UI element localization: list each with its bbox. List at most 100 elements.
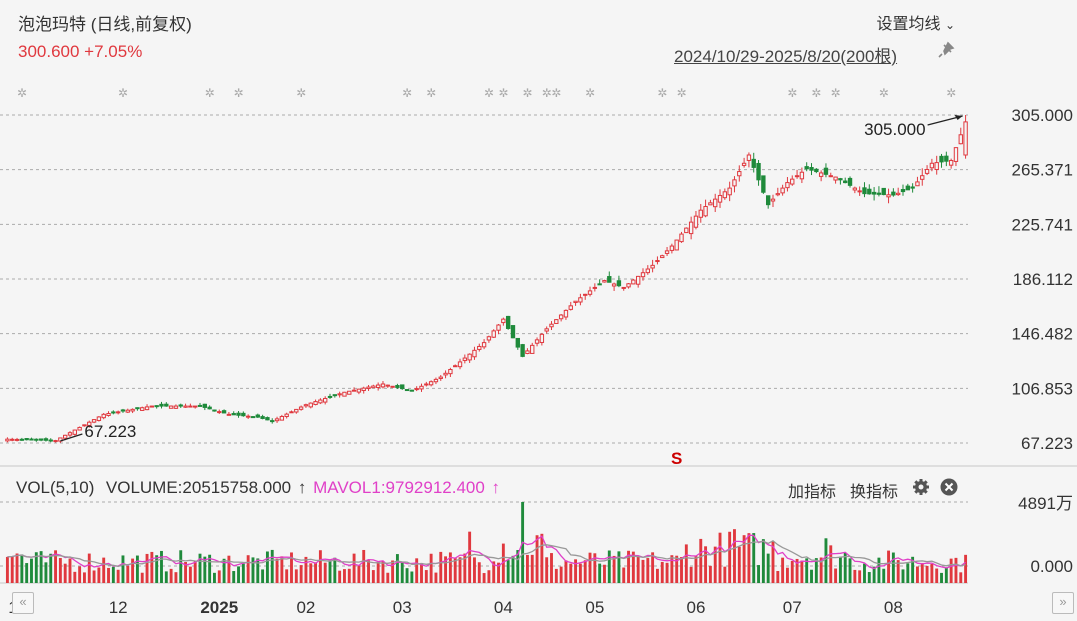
candle-body — [193, 405, 198, 408]
volume-bar — [949, 558, 953, 583]
candle-body — [202, 403, 208, 408]
candle-body — [520, 344, 525, 357]
candle-body — [953, 147, 959, 162]
candle-body — [602, 280, 607, 283]
price-change: 300.600 +7.05% — [18, 42, 143, 61]
candle-body — [241, 412, 246, 417]
candle-body — [467, 353, 472, 361]
candle-body — [135, 407, 140, 410]
volume-bar — [631, 551, 635, 583]
event-marker-icon: ✲ — [522, 86, 532, 100]
volume-bar — [853, 569, 857, 583]
volume-bar — [415, 558, 419, 583]
volume-bar — [246, 555, 250, 583]
volume-bar — [164, 571, 168, 583]
candle-body — [183, 405, 188, 408]
y-tick-label: 265.371 — [1012, 161, 1073, 180]
candle-body — [534, 339, 540, 344]
volume-bar — [805, 558, 809, 583]
candle-body — [250, 416, 256, 419]
volume-bar — [424, 570, 428, 583]
candle-body — [400, 384, 405, 390]
volume-bar — [578, 563, 582, 583]
candle-body — [621, 286, 626, 289]
up-arrow-icon: ↑ — [297, 478, 307, 497]
candle-body — [159, 403, 164, 407]
volume-bar — [15, 553, 19, 583]
candle-body — [332, 394, 338, 397]
candle-body — [568, 305, 573, 310]
pin-icon[interactable] — [936, 40, 956, 60]
volume-bar — [44, 562, 48, 583]
candle-body — [226, 413, 232, 416]
candle-body — [472, 349, 477, 358]
candle-body — [684, 227, 689, 234]
candle-body — [38, 438, 44, 441]
candle-body — [289, 411, 294, 414]
volume-bar — [78, 566, 82, 583]
candle-body — [587, 290, 593, 295]
volume-bar — [193, 560, 197, 583]
volume-bar — [203, 556, 207, 583]
candle-body — [886, 194, 891, 198]
volume-bar — [776, 571, 780, 583]
up-arrow-icon: ↑ — [491, 478, 501, 497]
candle-body — [626, 283, 631, 288]
candle-body — [212, 409, 217, 412]
candle-body — [775, 193, 780, 196]
candle-body — [554, 319, 559, 324]
candle-body — [895, 192, 901, 196]
candle-body — [443, 372, 448, 376]
volume-bar — [627, 550, 630, 583]
chart-title: 泡泡玛特 (日线,前复权) — [18, 15, 192, 34]
candle-body — [82, 424, 87, 427]
volume-bar — [867, 572, 871, 583]
volume-bar — [954, 557, 958, 583]
candle-body — [703, 206, 708, 217]
candle-body — [862, 187, 867, 195]
candle-body — [149, 405, 155, 408]
candle-body — [115, 411, 121, 414]
candle-body — [270, 420, 275, 423]
gear-icon[interactable] — [912, 478, 930, 496]
volume-bar — [728, 531, 732, 583]
volume-bar — [241, 563, 245, 583]
candle-body — [799, 171, 805, 180]
candle-body — [944, 155, 949, 162]
volume-bar — [863, 563, 866, 583]
scroll-right-button[interactable]: » — [1052, 592, 1074, 614]
candle-body — [833, 176, 838, 181]
candle-body — [539, 333, 545, 343]
candle-body — [274, 418, 280, 422]
candle-body — [390, 385, 395, 388]
candle-body — [578, 297, 583, 303]
scroll-left-button[interactable]: « — [12, 592, 34, 614]
volume-bar — [810, 569, 813, 583]
close-icon[interactable] — [940, 478, 958, 496]
volume-bar — [155, 555, 159, 583]
swap-indicator-button[interactable]: 换指标 — [850, 484, 899, 501]
volume-bar — [882, 568, 886, 583]
candle-body — [491, 330, 496, 338]
volume-bar — [675, 555, 679, 583]
candle-body — [318, 399, 323, 404]
candle-body — [14, 438, 20, 441]
volume-bar — [357, 565, 361, 583]
add-indicator-button[interactable]: 加指标 — [788, 484, 837, 501]
volume-bar — [299, 565, 303, 583]
volume-bar — [964, 554, 968, 583]
volume-bar — [651, 552, 655, 583]
volume-bar — [593, 553, 597, 583]
candle-body — [101, 413, 106, 419]
set-ma-button[interactable]: 设置均线 ⌄ — [876, 10, 955, 34]
candle-body — [409, 389, 415, 392]
volume-bar — [930, 564, 934, 583]
volume-bar — [188, 566, 192, 583]
volume-bar — [487, 570, 491, 583]
event-marker-icon: ✲ — [498, 86, 508, 100]
candle-body — [616, 280, 622, 287]
volume-bar — [275, 558, 279, 583]
candle-body — [915, 181, 920, 187]
date-range[interactable]: 2024/10/29-2025/8/20(200根) — [674, 47, 898, 66]
